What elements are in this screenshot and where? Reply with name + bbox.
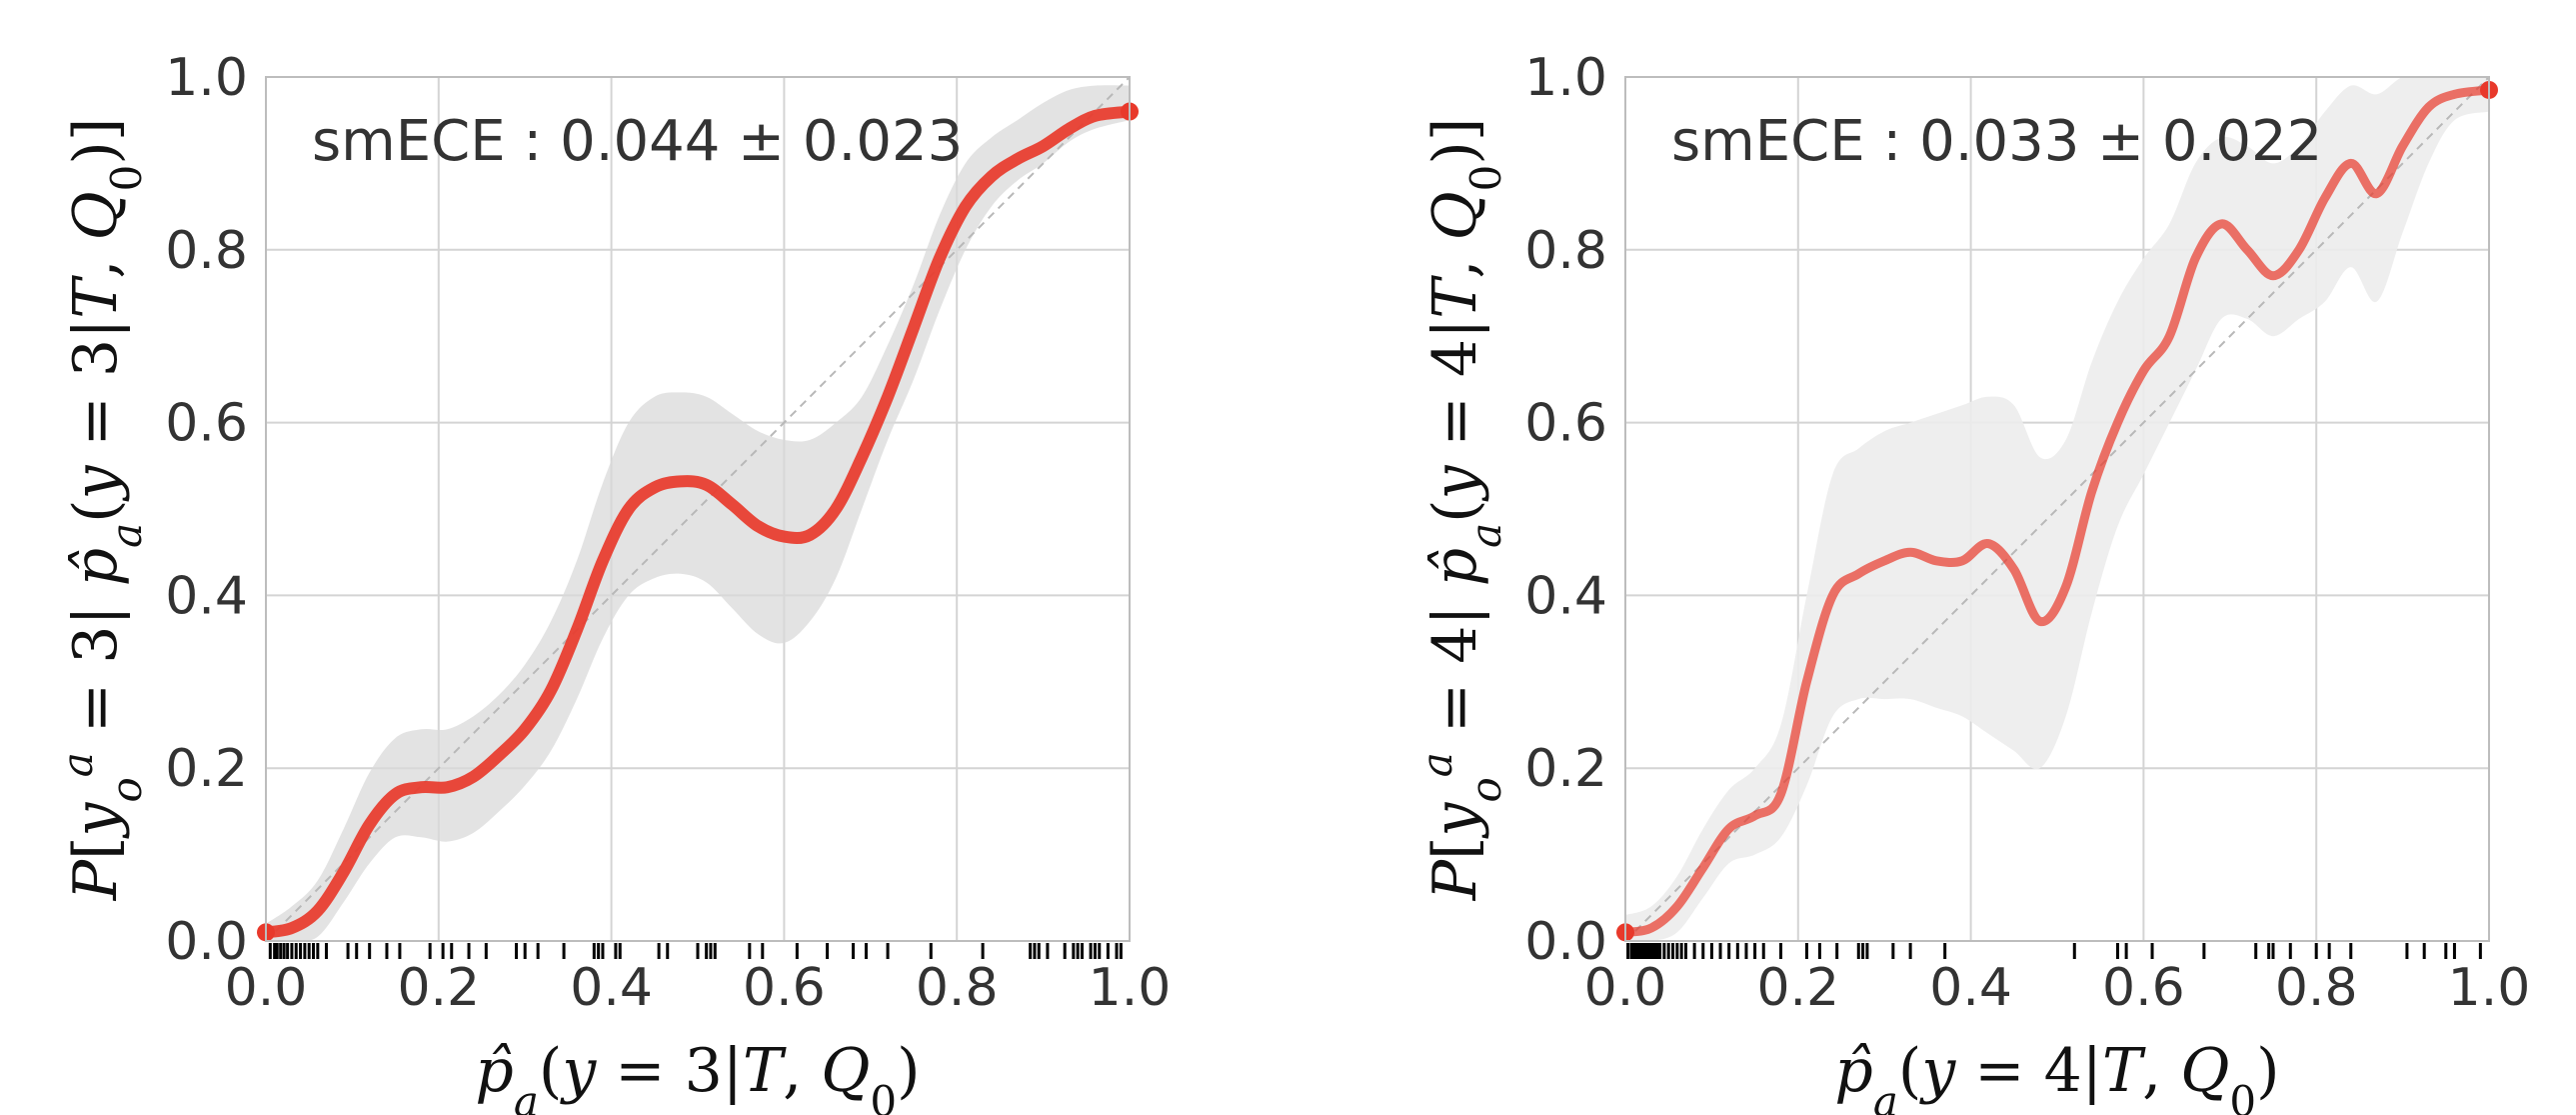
x-axis-ticks: 0.0 0.2 0.4 0.6 0.8 1.0 — [1584, 958, 2531, 1018]
x-tick-label: 0.2 — [1756, 958, 1839, 1018]
y-tick-label: 0.4 — [1524, 566, 1607, 626]
y-tick-label: 0.0 — [165, 912, 248, 972]
y-tick-label: 0.4 — [165, 566, 248, 626]
confidence-band — [266, 85, 1130, 941]
y-tick-label: 0.6 — [165, 394, 248, 454]
calibration-curve — [1625, 85, 2489, 937]
x-tick-label: 0.0 — [225, 958, 308, 1018]
svg-text:p̂a(y = 4|T, Q0): p̂a(y = 4|T, Q0) — [1834, 1036, 2279, 1115]
svg-text:P[yoa = 3| p̂a(y = 3|T, Q0)]: P[yoa = 3| p̂a(y = 3|T, Q0)] — [53, 118, 151, 902]
y-axis-ticks: 0.0 0.2 0.4 0.6 0.8 1.0 — [1524, 48, 1607, 972]
calibration-plot-right: 0.0 0.2 0.4 0.6 0.8 1.0 0.0 0.2 0.4 0.6 0.8 1.0 sm… — [1412, 48, 2531, 1115]
x-tick-label: 0.6 — [743, 958, 826, 1018]
data-rug — [1626, 943, 2482, 959]
y-tick-label: 1.0 — [165, 48, 248, 108]
x-tick-label: 0.4 — [1929, 958, 2012, 1018]
x-axis-ticks: 0.0 0.2 0.4 0.6 0.8 1.0 — [225, 958, 1172, 1018]
y-tick-label: 0.8 — [165, 221, 248, 281]
x-tick-label: 1.0 — [2448, 958, 2531, 1018]
calibration-curve — [266, 105, 1130, 939]
svg-text:p̂a(y = 3|T, Q0): p̂a(y = 3|T, Q0) — [475, 1036, 920, 1115]
x-tick-label: 0.2 — [397, 958, 480, 1018]
diagonal-reference-line — [1624, 76, 2490, 942]
y-axis-label: P[yoa = 3| p̂a(y = 3|T, Q0)] — [53, 118, 151, 902]
x-tick-label: 0.0 — [1584, 958, 1667, 1018]
x-tick-label: 0.8 — [2275, 958, 2358, 1018]
svg-text:P[yoa = 4| p̂a(y = 4|T, Q0)]: P[yoa = 4| p̂a(y = 4|T, Q0)] — [1412, 118, 1510, 902]
y-axis-label: P[yoa = 4| p̂a(y = 4|T, Q0)] — [1412, 118, 1510, 902]
data-rug — [268, 943, 1123, 959]
smece-annotation: smECE : 0.033 ± 0.022 — [1671, 109, 2322, 174]
y-tick-label: 0.8 — [1524, 221, 1607, 281]
x-tick-label: 0.6 — [2102, 958, 2185, 1018]
x-axis-label: p̂a(y = 3|T, Q0) — [475, 1036, 920, 1115]
y-tick-label: 0.2 — [165, 739, 248, 799]
y-tick-label: 1.0 — [1524, 48, 1607, 108]
x-tick-label: 0.4 — [570, 958, 653, 1018]
y-tick-label: 0.2 — [1524, 739, 1607, 799]
x-axis-label: p̂a(y = 4|T, Q0) — [1834, 1036, 2279, 1115]
calibration-plot-left: 0.0 0.2 0.4 0.6 0.8 1.0 0.0 0.2 0.4 0.6 0.8 1.0 sm… — [53, 48, 1172, 1115]
y-tick-label: 0.0 — [1524, 912, 1607, 972]
plot-frame — [265, 76, 1131, 942]
y-axis-ticks: 0.0 0.2 0.4 0.6 0.8 1.0 — [165, 48, 248, 972]
x-tick-label: 0.8 — [916, 958, 999, 1018]
smece-annotation: smECE : 0.044 ± 0.023 — [312, 109, 963, 174]
plot-frame — [1624, 76, 2490, 942]
y-tick-label: 0.6 — [1524, 394, 1607, 454]
diagonal-reference-line — [265, 76, 1131, 942]
x-tick-label: 1.0 — [1089, 958, 1172, 1018]
